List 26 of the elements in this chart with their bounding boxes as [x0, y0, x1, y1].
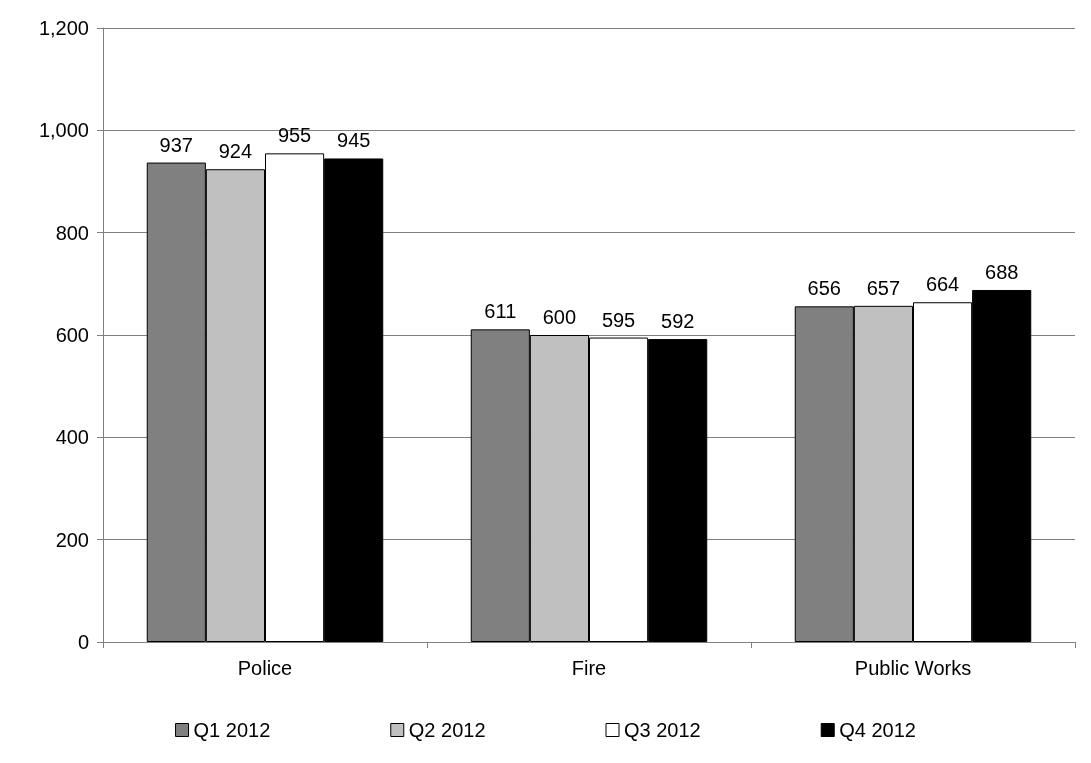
data-label: 600 [542, 306, 577, 328]
data-label: 657 [866, 276, 901, 299]
data-label: 611 [484, 300, 517, 323]
y-tick-label: 1,200 [38, 17, 89, 39]
data-label: 924 [218, 140, 253, 163]
x-tick-label: Public Works [854, 657, 972, 679]
data-label: 688 [985, 260, 1019, 283]
x-tick-label: Fire [571, 657, 607, 679]
y-tick-label: 800 [55, 221, 89, 244]
data-label: 664 [925, 273, 960, 296]
y-tick-label: 400 [55, 426, 89, 449]
legend-label: Q1 2012 [193, 719, 271, 741]
y-tick-label: 200 [55, 528, 89, 551]
x-tick-label: Police [237, 657, 293, 679]
data-label: 955 [277, 124, 312, 147]
y-tick-label: 600 [55, 324, 89, 346]
data-label: 937 [159, 133, 193, 156]
data-label: 592 [661, 310, 695, 333]
legend-label: Q4 2012 [839, 719, 916, 741]
y-tick-label: 0 [77, 631, 89, 653]
data-label: 656 [807, 277, 841, 300]
data-label: 595 [601, 308, 636, 331]
legend-label: Q3 2012 [624, 719, 701, 741]
y-tick-label: 1,000 [38, 119, 89, 142]
legend-label: Q2 2012 [408, 719, 486, 741]
data-label: 945 [337, 129, 371, 152]
